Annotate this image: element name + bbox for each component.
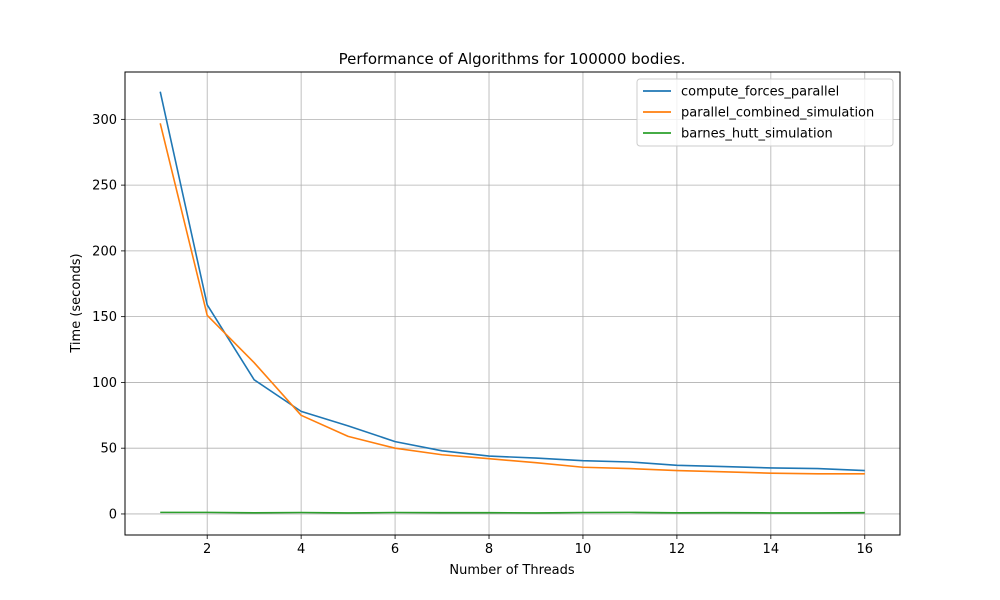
series-line-parallel_combined_simulation (159, 123, 865, 475)
tick-layer: 2 4 6 8 10 12 14 16 0 50 100 150 200 250 300 (92, 113, 873, 557)
y-tick-label: 50 (100, 442, 117, 457)
x-tick-label: 14 (763, 542, 780, 557)
chart-title: Performance of Algorithms for 100000 bod… (339, 50, 686, 68)
x-axis-title: Number of Threads (449, 563, 574, 578)
y-tick-label: 0 (109, 507, 117, 522)
x-tick-label: 4 (297, 542, 305, 557)
legend-label-barnes_hutt_simulation: barnes_hutt_simulation (681, 127, 833, 142)
y-tick-label: 300 (92, 113, 117, 128)
legend-label-compute_forces_parallel: compute_forces_parallel (681, 85, 839, 100)
y-tick-label: 150 (92, 310, 117, 325)
y-axis-title: Time (seconds) (69, 253, 84, 353)
series-layer (159, 91, 865, 514)
grid-layer (125, 72, 900, 535)
legend-label-parallel_combined_simulation: parallel_combined_simulation (681, 106, 874, 121)
x-tick-label: 2 (203, 542, 211, 557)
y-tick-label: 250 (92, 179, 117, 194)
x-tick-label: 8 (485, 542, 493, 557)
plot-frame (124, 71, 901, 536)
x-tick-label: 16 (856, 542, 873, 557)
x-tick-label: 6 (391, 542, 399, 557)
y-tick-label: 100 (92, 376, 117, 391)
series-line-compute_forces_parallel (159, 91, 865, 472)
legend: compute_forces_parallel parallel_combined… (636, 78, 894, 147)
x-tick-label: 10 (575, 542, 592, 557)
y-tick-label: 200 (92, 244, 117, 259)
series-line-barnes_hutt_simulation (160, 511, 865, 514)
x-tick-label: 12 (669, 542, 686, 557)
legend-box (636, 78, 894, 147)
